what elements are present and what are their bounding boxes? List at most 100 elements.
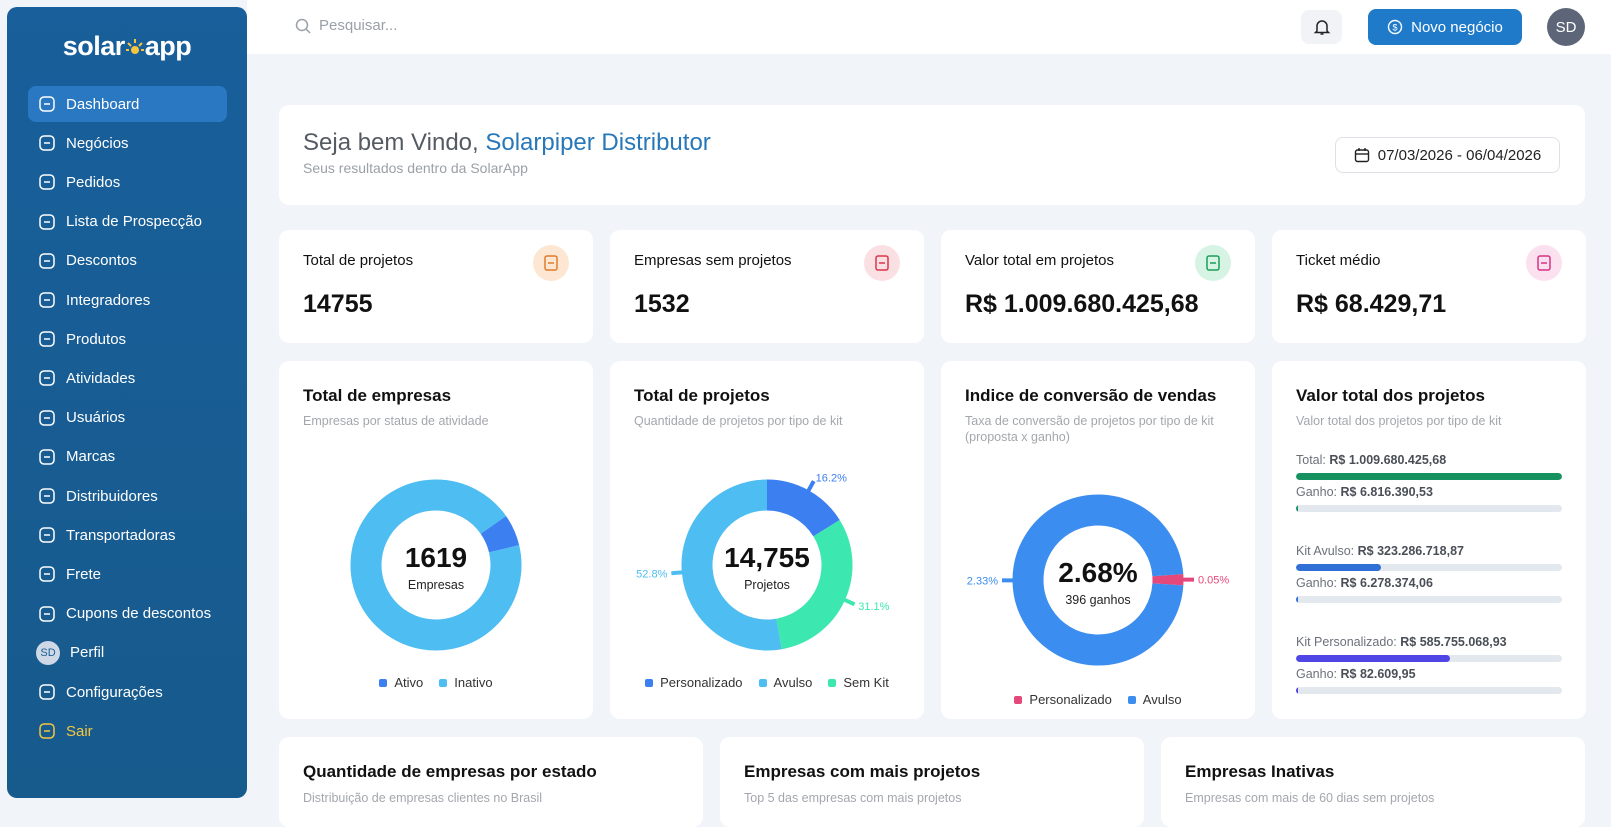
topbar: Pesquisar... $ Novo negócio SD xyxy=(247,0,1611,54)
legend-item: Sem Kit xyxy=(828,675,889,690)
profile-avatar: SD xyxy=(36,641,60,665)
center-value: 2.68% xyxy=(1058,557,1137,588)
nav-icon xyxy=(38,526,56,544)
welcome-card: Seja bem Vindo, Solarpiper Distributor S… xyxy=(279,105,1585,205)
value-label: 31.1% xyxy=(858,601,889,613)
nav-item[interactable]: Configurações xyxy=(28,674,227,710)
center-value: 1619 xyxy=(405,542,467,573)
nav-label: Atividades xyxy=(66,370,135,387)
nav-label: Marcas xyxy=(66,448,115,465)
nav-icon xyxy=(38,330,56,348)
nav-item[interactable]: Usuários xyxy=(28,400,227,436)
value-bar xyxy=(1296,473,1562,480)
value-row: Total: R$ 1.009.680.425,68 xyxy=(1296,453,1446,467)
notifications-button[interactable] xyxy=(1301,10,1342,44)
nav-item[interactable]: Integradores xyxy=(28,282,227,318)
nav-item[interactable]: Dashboard xyxy=(28,86,227,122)
nav-item[interactable]: Atividades xyxy=(28,360,227,396)
nav-item[interactable]: Descontos xyxy=(28,243,227,279)
legend-item: Ativo xyxy=(379,675,423,690)
center-label: Empresas xyxy=(408,578,464,592)
row-value: R$ 82.609,95 xyxy=(1341,667,1416,681)
money-icon: $ xyxy=(1387,19,1403,35)
icon-shape xyxy=(1315,21,1328,33)
bar-track xyxy=(1296,473,1562,480)
stat-value: 1532 xyxy=(634,290,690,319)
value-bar xyxy=(1296,655,1450,662)
date-range-picker[interactable]: 07/03/2026 - 06/04/2026 xyxy=(1335,137,1560,173)
nav-item[interactable]: Sair xyxy=(28,713,227,749)
legend-label: Avulso xyxy=(774,675,813,690)
card-subtitle: Top 5 das empresas com mais projetos xyxy=(744,790,1124,806)
value-row: Kit Personalizado: R$ 585.755.068,93 xyxy=(1296,635,1507,649)
bar-track xyxy=(1296,564,1562,571)
legend-label: Sem Kit xyxy=(843,675,889,690)
card-title: Valor total dos projetos xyxy=(1296,386,1485,406)
nav-item[interactable]: Lista de Prospecção xyxy=(28,204,227,240)
nav-item[interactable]: Frete xyxy=(28,556,227,592)
legend-swatch xyxy=(1128,696,1136,704)
icon-shape xyxy=(297,19,308,30)
legend-label: Inativo xyxy=(454,675,492,690)
new-deal-button[interactable]: $ Novo negócio xyxy=(1368,9,1522,45)
bar-track xyxy=(1296,505,1562,512)
nav-label: Cupons de descontos xyxy=(66,605,211,622)
nav-icon xyxy=(38,722,56,740)
bar-track xyxy=(1296,687,1562,694)
icon-shape xyxy=(131,46,139,54)
user-avatar[interactable]: SD xyxy=(1547,8,1585,46)
row-label: Ganho: xyxy=(1296,485,1337,499)
icon xyxy=(873,254,891,272)
nav-item[interactable]: Pedidos xyxy=(28,164,227,200)
label-leader xyxy=(844,599,855,604)
row-value: R$ 585.755.068,93 xyxy=(1400,635,1506,649)
stat-label: Ticket médio xyxy=(1296,252,1380,269)
logo-text: app xyxy=(145,31,192,62)
nav-item[interactable]: Negócios xyxy=(28,125,227,161)
search-icon xyxy=(295,18,311,34)
nav-icon xyxy=(38,213,56,231)
row-label: Kit Personalizado: xyxy=(1296,635,1397,649)
legend-swatch xyxy=(379,679,387,687)
nav-icon xyxy=(38,173,56,191)
nav-icon xyxy=(38,605,56,623)
bar-track xyxy=(1296,655,1562,662)
nav-item[interactable]: Transportadoras xyxy=(28,517,227,553)
gain-bar xyxy=(1296,687,1298,694)
stat-icon xyxy=(1526,245,1562,281)
icon-shape xyxy=(128,43,131,46)
nav-label: Perfil xyxy=(70,644,104,661)
search-box[interactable]: Pesquisar... xyxy=(295,17,397,34)
nav-icon xyxy=(38,448,56,466)
search-placeholder: Pesquisar... xyxy=(319,17,397,34)
nav-label: Sair xyxy=(66,723,93,740)
legend-swatch xyxy=(828,679,836,687)
card-subtitle: Empresas com mais de 60 dias sem projeto… xyxy=(1185,790,1565,806)
icon xyxy=(1535,254,1553,272)
donut-chart: 1619 Empresas xyxy=(279,361,593,719)
nav-item[interactable]: Distribuidores xyxy=(28,478,227,514)
nav-item[interactable]: Marcas xyxy=(28,439,227,475)
legend: Personalizado Avulso Sem Kit xyxy=(610,675,924,690)
stat-label: Total de projetos xyxy=(303,252,413,269)
nav-item[interactable]: Cupons de descontos xyxy=(28,596,227,632)
nav-item[interactable]: Produtos xyxy=(28,321,227,357)
legend-item: Inativo xyxy=(439,675,492,690)
center-label: 396 ganhos xyxy=(1065,593,1130,607)
nav-label: Negócios xyxy=(66,135,129,152)
nav-item[interactable]: SD Perfil xyxy=(28,635,227,671)
legend-item: Avulso xyxy=(759,675,813,690)
icon-shape xyxy=(139,43,142,46)
value-bar xyxy=(1296,564,1381,571)
card-subtitle: Valor total dos projetos por tipo de kit xyxy=(1296,413,1564,429)
center-label: Projetos xyxy=(744,578,790,592)
legend-item: Personalizado xyxy=(645,675,742,690)
nav-icon xyxy=(38,487,56,505)
icon xyxy=(1204,254,1222,272)
legend-label: Personalizado xyxy=(1029,692,1111,707)
gain-bar xyxy=(1296,505,1298,512)
